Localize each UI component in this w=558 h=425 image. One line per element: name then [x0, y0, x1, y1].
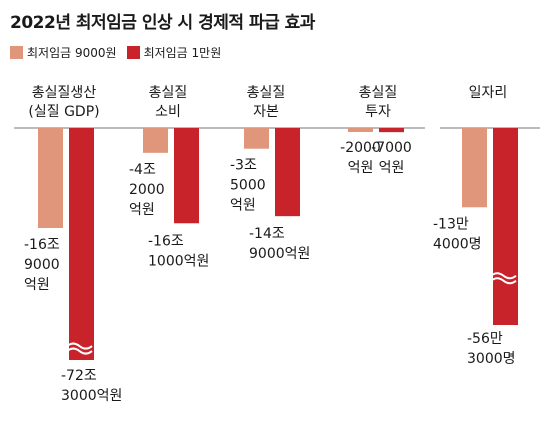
value-label-0-0-2: 억원 [24, 277, 50, 293]
value-label-3-0-0: -2000 [340, 140, 381, 156]
value-label-2-0-2: 억원 [230, 198, 256, 214]
chart-title: 2022년 최저임금 인상 시 경제적 파급 효과 [10, 13, 315, 33]
value-label-3-1-1: 억원 [379, 160, 405, 176]
value-label-2-0-0: -3조 [230, 158, 257, 174]
axis-break-b-4-1 [490, 277, 517, 285]
value-label-1-0-2: 억원 [129, 202, 155, 218]
value-label-4-0-1: 4000명 [433, 236, 482, 252]
category-label-0-0: 총실질생산 [32, 85, 97, 101]
legend-swatch-9000 [10, 46, 23, 59]
category-label-0-1: (실질 GDP) [28, 104, 99, 120]
axis-break-b-0-1 [66, 347, 93, 355]
bar-1-1 [174, 128, 199, 224]
axis-break-a-4-1 [490, 272, 517, 280]
value-label-0-0-1: 9000 [24, 257, 60, 273]
value-label-1-0-0: -4조 [129, 162, 156, 178]
bar-3-1 [379, 128, 404, 133]
value-label-4-1-1: 3000명 [467, 351, 516, 367]
legend-label-10000: 최저임금 1만원 [143, 46, 222, 60]
bar-4-0 [462, 128, 487, 208]
value-label-0-1-1: 3000억원 [61, 388, 122, 404]
value-label-1-1-0: -16조 [148, 233, 184, 249]
value-label-2-1-0: -14조 [249, 226, 285, 242]
category-label-1-0: 총실질 [149, 85, 188, 101]
legend-item-10000: 최저임금 1만원 [126, 44, 222, 61]
legend-item-9000: 최저임금 9000원 [10, 44, 117, 61]
value-label-0-0-0: -16조 [24, 237, 60, 253]
category-label-2-0: 총실질 [247, 85, 286, 101]
category-label-2-1: 자본 [253, 104, 279, 120]
value-label-3-1-0: -7000 [371, 140, 412, 156]
bar-3-0 [348, 128, 373, 132]
legend: 최저임금 9000원 최저임금 1만원 [10, 44, 231, 61]
value-label-4-0-0: -13만 [433, 216, 469, 232]
value-label-2-1-1: 9000억원 [249, 246, 310, 262]
value-label-3-0-1: 억원 [348, 160, 374, 176]
value-label-1-0-1: 2000 [129, 182, 165, 198]
value-label-0-1-0: -72조 [61, 368, 97, 384]
bar-2-0 [244, 128, 269, 149]
bar-1-0 [143, 128, 168, 153]
value-label-2-0-1: 5000 [230, 178, 266, 194]
category-label-3-1: 투자 [365, 104, 391, 120]
category-label-3-0: 총실질 [359, 85, 398, 101]
bar-4-1 [493, 128, 518, 325]
value-label-4-1-0: -56만 [467, 331, 503, 347]
bar-0-0 [38, 128, 63, 228]
bar-2-1 [275, 128, 300, 217]
bar-0-1 [69, 128, 94, 360]
axis-break-a-0-1 [66, 342, 93, 350]
category-label-1-1: 소비 [155, 104, 181, 120]
legend-label-9000: 최저임금 9000원 [27, 46, 117, 60]
value-label-1-1-1: 1000억원 [148, 253, 209, 269]
category-label-4-0: 일자리 [469, 85, 508, 101]
legend-swatch-10000 [126, 46, 140, 59]
